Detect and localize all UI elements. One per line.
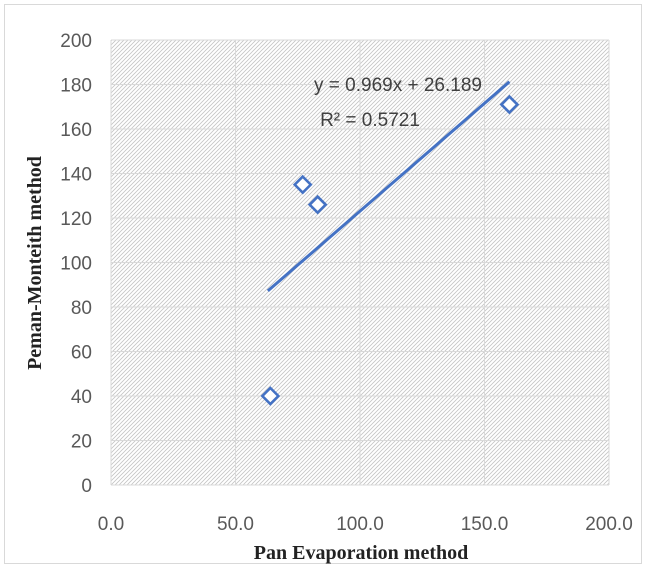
x-tick-label: 150.0 <box>461 514 509 535</box>
y-tick-label: 80 <box>71 298 92 319</box>
trendline-group <box>266 80 511 293</box>
y-tick-label: 100 <box>60 254 92 275</box>
trendline <box>266 80 511 293</box>
y-tick-label: 40 <box>71 387 92 408</box>
y-tick-label: 140 <box>60 165 92 186</box>
grid-lines <box>110 39 610 486</box>
data-points <box>260 94 520 406</box>
x-tick-label: 0.0 <box>98 514 124 535</box>
x-tick-label: 100.0 <box>336 514 384 535</box>
trendline-equation: y = 0.969x + 26.189 <box>314 75 482 96</box>
x-tick-label: 50.0 <box>217 514 254 535</box>
y-tick-label: 160 <box>60 120 92 141</box>
y-tick-label: 200 <box>60 31 92 52</box>
y-tick-label: 60 <box>71 343 92 364</box>
x-axis-title: Pan Evaporation method <box>254 542 468 564</box>
y-axis-ticks: 0 20 40 60 80 100 120 140 160 180 200 <box>60 31 92 497</box>
x-tick-label: 200.0 <box>585 514 633 535</box>
y-tick-label: 0 <box>81 476 92 497</box>
data-point <box>307 194 328 215</box>
x-axis-ticks: 0.0 50.0 100.0 150.0 200.0 <box>98 514 633 535</box>
data-point <box>260 386 281 406</box>
trendline-r2: R² = 0.5721 <box>320 110 420 131</box>
y-tick-label: 180 <box>60 76 92 97</box>
data-point <box>499 94 520 115</box>
y-tick-label: 20 <box>71 432 92 453</box>
y-tick-label: 120 <box>60 209 92 230</box>
data-point <box>292 174 313 195</box>
y-axis-title: Peman-Monteith method <box>24 156 46 370</box>
